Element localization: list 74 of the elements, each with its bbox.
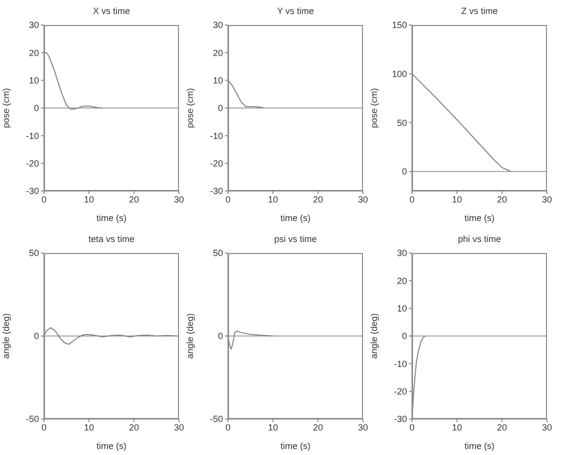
y-tick-label: -50 (26, 414, 39, 424)
x-tick-label: 20 (496, 194, 508, 204)
y-tick-label: 20 (28, 48, 39, 58)
y-tick-label: 20 (396, 276, 407, 286)
x-tick-label: 30 (542, 422, 552, 432)
y-tick-label: 20 (212, 48, 223, 58)
x-tick-label: 0 (225, 422, 231, 432)
x-tick-label: 30 (174, 194, 184, 204)
y-tick-label: -10 (394, 358, 407, 369)
x-tick-label: 30 (358, 422, 368, 432)
x-tick-label: 10 (452, 422, 462, 432)
x-tick-label: 20 (312, 194, 324, 204)
chart-title: phi vs time (456, 234, 502, 244)
x-axis-title: time (s) (96, 213, 126, 223)
y-tick-label: -50 (210, 414, 223, 424)
x-tick-label: 10 (84, 422, 94, 432)
chart-title: Z vs time (460, 6, 499, 16)
y-tick-label: -30 (26, 186, 39, 196)
y-tick-label: 50 (28, 248, 39, 258)
x-axis-title: time (s) (464, 213, 494, 223)
y-tick-label: 50 (396, 118, 407, 128)
x-tick-label: 20 (496, 422, 508, 432)
chart-title: Y vs time (276, 6, 315, 16)
y-axis-title: pose (cm) (369, 88, 380, 128)
y-tick-label: -10 (210, 130, 223, 141)
y-axis-title: angle (deg) (369, 313, 380, 359)
x-tick-label: 20 (128, 422, 140, 432)
y-tick-label: -20 (394, 386, 407, 397)
y-tick-label: 10 (212, 76, 223, 86)
x-axis-title: time (s) (464, 441, 494, 451)
y-tick-label: -20 (210, 158, 223, 169)
y-tick-label: -30 (394, 414, 407, 424)
y-tick-label: 50 (212, 248, 223, 258)
y-axis-title: pose (cm) (1, 88, 12, 128)
y-tick-label: 0 (218, 331, 223, 342)
line-series (44, 52, 103, 110)
x-tick-label: 10 (268, 194, 278, 204)
y-tick-label: 150 (392, 20, 407, 30)
y-axis-title: angle (deg) (1, 313, 12, 359)
x-axis-title: time (s) (280, 441, 310, 451)
x-tick-label: 20 (128, 194, 140, 204)
x-tick-label: 30 (174, 422, 184, 432)
x-tick-label: 30 (542, 194, 552, 204)
x-tick-label: 10 (452, 194, 462, 204)
y-tick-label: -30 (210, 186, 223, 196)
y-tick-label: -10 (26, 130, 39, 141)
y-axis-title: angle (deg) (185, 313, 196, 359)
y-tick-label: 0 (34, 331, 39, 342)
x-tick-label: 10 (84, 194, 94, 204)
y-tick-label: 10 (396, 304, 407, 314)
x-tick-label: 30 (358, 194, 368, 204)
y-tick-label: 30 (396, 248, 407, 258)
x-tick-label: 0 (409, 422, 415, 432)
chart-title: X vs time (92, 6, 131, 16)
y-tick-label: 10 (28, 76, 39, 86)
y-tick-label: 100 (392, 69, 407, 80)
x-tick-label: 0 (409, 194, 415, 204)
x-tick-label: 0 (225, 194, 231, 204)
x-axis-title: time (s) (96, 441, 126, 451)
y-tick-label: 30 (212, 20, 223, 30)
x-tick-label: 10 (268, 422, 278, 432)
y-axis-title: pose (cm) (185, 88, 196, 128)
x-axis-title: time (s) (280, 213, 310, 223)
y-tick-label: 0 (34, 103, 39, 114)
y-tick-label: 30 (28, 20, 39, 30)
y-tick-label: -20 (26, 158, 39, 169)
y-tick-label: 0 (218, 103, 223, 114)
y-tick-label: 0 (402, 166, 407, 177)
y-tick-label: 0 (402, 331, 407, 342)
x-tick-label: 20 (312, 422, 324, 432)
x-tick-label: 0 (41, 194, 47, 204)
x-tick-label: 0 (41, 422, 47, 432)
chart-title: psi vs time (273, 234, 318, 244)
chart-title: teta vs time (87, 234, 136, 244)
